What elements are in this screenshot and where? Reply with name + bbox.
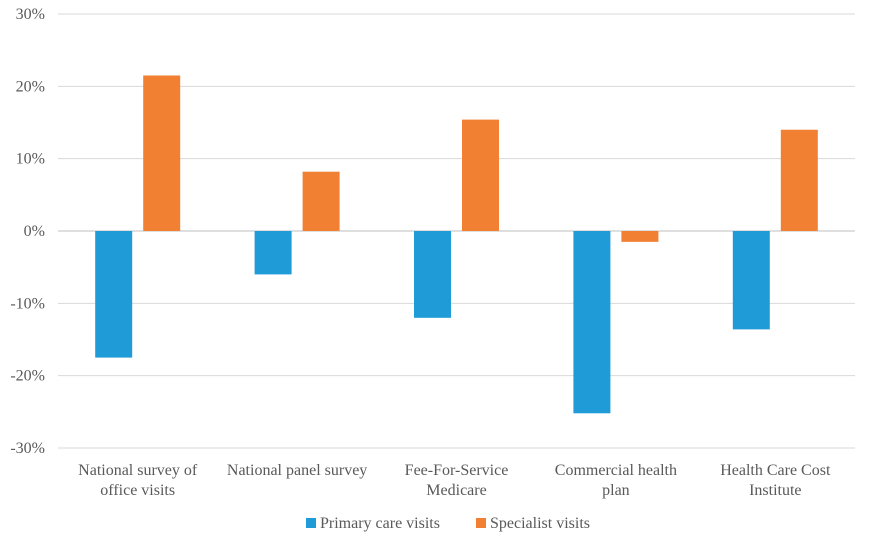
- legend-swatch-specialist: [476, 518, 486, 528]
- specialist-bar: [302, 171, 340, 231]
- x-category-label-line: National panel survey: [227, 462, 367, 479]
- specialist-bar: [462, 119, 499, 231]
- x-category-label-line: Commercial health: [555, 462, 677, 479]
- primary-care-bar: [732, 231, 770, 330]
- x-category-label-line: Institute: [749, 482, 801, 499]
- x-axis-category-labels: National survey of office visitsNational …: [78, 462, 831, 499]
- x-category-label-line: plan: [602, 482, 630, 499]
- legend-swatch-primary-care: [306, 518, 316, 528]
- legend-label-specialist: Specialist visits: [490, 515, 590, 532]
- y-tick-label: 20%: [16, 78, 45, 95]
- y-tick-label: -20%: [10, 368, 45, 385]
- y-tick-label: 30%: [16, 6, 45, 23]
- y-tick-label: -30%: [10, 440, 45, 457]
- specialist-bar: [780, 129, 818, 231]
- x-category-label: National survey of office visits: [78, 462, 198, 499]
- legend-label-primary-care: Primary care visits: [320, 515, 440, 532]
- x-category-label: National panel survey: [227, 462, 367, 479]
- y-axis-tick-labels: 30% 20% 10% 0% -10% -20% -30%: [10, 6, 45, 457]
- x-category-label: Fee-For-Service Medicare: [405, 462, 509, 499]
- y-tick-label: 10%: [16, 151, 45, 168]
- y-tick-label: -10%: [10, 295, 45, 312]
- x-category-label-line: Health Care Cost: [720, 462, 831, 479]
- x-category-label: Commercial health plan: [555, 462, 677, 499]
- primary-care-bar: [95, 231, 133, 358]
- x-category-label-line: National survey of: [78, 462, 198, 479]
- primary-care-bar: [573, 231, 611, 414]
- y-tick-label: 0%: [24, 223, 45, 240]
- x-category-label-line: Fee-For-Service: [405, 462, 509, 479]
- bars: [95, 75, 818, 414]
- x-category-label: Health Care Cost Institute: [720, 462, 831, 499]
- specialist-bar: [621, 231, 659, 242]
- x-category-label-line: office visits: [100, 482, 175, 499]
- primary-care-bar: [414, 231, 451, 318]
- gridlines: [58, 13, 855, 449]
- x-category-label-line: Medicare: [426, 482, 486, 499]
- legend: Primary care visits Specialist visits: [306, 515, 590, 532]
- primary-care-bar: [254, 231, 292, 275]
- specialist-bar: [143, 75, 181, 231]
